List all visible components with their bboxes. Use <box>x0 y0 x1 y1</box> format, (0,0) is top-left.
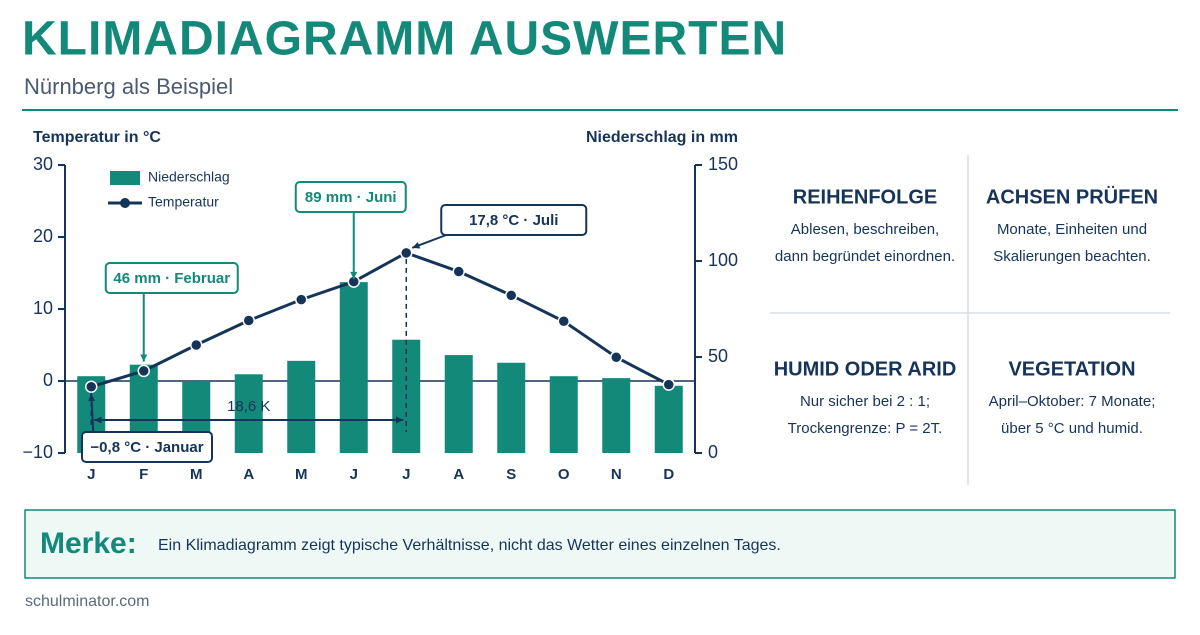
x-tick-label: O <box>558 466 570 483</box>
y-tick-label: 0 <box>43 370 53 390</box>
arrow-head <box>140 354 148 362</box>
y-tick-label: 10 <box>33 298 53 318</box>
x-tick-label: D <box>663 466 674 483</box>
card-text: Monate, Einheiten und <box>997 221 1147 238</box>
bar <box>287 360 316 453</box>
card-title: HUMID ODER ARID <box>774 358 957 380</box>
annotation-box <box>440 204 588 236</box>
x-tick-label: J <box>402 466 410 483</box>
y-tick-label: 20 <box>33 226 53 246</box>
y2-tick-label: 50 <box>708 346 728 366</box>
y-tick-label: −10 <box>22 442 53 462</box>
temperature-line <box>90 251 670 389</box>
card-text: Trockengrenze: P = 2T. <box>788 420 943 437</box>
x-tick-label: J <box>87 466 95 483</box>
legend-label: Temperatur <box>148 194 219 210</box>
temperature-point <box>190 338 203 352</box>
x-tick-label: M <box>190 466 203 483</box>
x-tick-label: S <box>506 466 516 483</box>
temperature-point <box>610 350 623 364</box>
span-label: 18,6 K <box>227 398 270 415</box>
card-title: REIHENFOLGE <box>793 186 937 208</box>
note-text: Ein Klimadiagramm zeigt typische Verhält… <box>158 537 781 554</box>
y2-tick-label: 0 <box>708 442 718 462</box>
legend-swatch <box>110 171 140 185</box>
x-tick-label: A <box>453 466 464 483</box>
bar <box>602 378 631 453</box>
bar <box>339 282 368 453</box>
card-text: April–Oktober: 7 Monate; <box>989 393 1156 410</box>
bar <box>497 362 526 453</box>
subtitle: Nürnberg als Beispiel <box>24 74 233 99</box>
card-title: ACHSEN PRÜFEN <box>986 185 1158 208</box>
x-tick-label: F <box>139 466 148 483</box>
note-box <box>24 509 1176 579</box>
y-tick-label: 30 <box>33 154 53 174</box>
annotation-box <box>294 181 407 213</box>
card-title: VEGETATION <box>1008 358 1135 380</box>
arrow-head <box>396 416 404 424</box>
y-axis-title: Temperatur in °C <box>33 129 161 146</box>
card-text: Skalierungen beachten. <box>993 248 1151 265</box>
temperature-point <box>505 289 518 302</box>
temperature-point <box>452 265 465 278</box>
annotation-text: 46 mm · Februar <box>113 270 230 287</box>
x-tick-label: M <box>295 466 308 483</box>
annotation-text: −0,8 °C · Januar <box>90 439 203 456</box>
temperature-point <box>400 246 413 260</box>
temperature-point <box>137 364 150 378</box>
bar <box>234 374 263 453</box>
card-text: Nur sicher bei 2 : 1; <box>800 393 930 410</box>
x-tick-label: N <box>611 466 622 483</box>
footer: schulminator.com <box>25 593 150 610</box>
annotation-box <box>81 431 213 463</box>
temperature-point <box>85 380 98 394</box>
y2-tick-label: 100 <box>708 250 738 270</box>
temperature-point <box>242 314 255 327</box>
y2-tick-label: 150 <box>708 154 738 174</box>
bar <box>549 376 578 453</box>
x-tick-label: A <box>243 466 254 483</box>
legend-swatch <box>120 198 130 208</box>
x-tick-label: J <box>350 466 358 483</box>
annotation-text: 89 mm · Juni <box>305 189 397 206</box>
bar <box>654 385 683 453</box>
y2-axis-title: Niederschlag in mm <box>586 129 738 146</box>
title: KLIMADIAGRAMM AUSWERTEN <box>22 13 787 66</box>
temperature-point <box>295 293 308 306</box>
note-label: Merke: <box>40 527 137 560</box>
legend-label: Niederschlag <box>148 169 230 185</box>
arrow-head <box>94 416 102 424</box>
card-text: über 5 °C und humid. <box>1001 420 1143 437</box>
bar <box>444 355 473 453</box>
temperature-point <box>662 378 675 391</box>
card-text: dann begründet einordnen. <box>775 248 955 265</box>
card-text: Ablesen, beschreiben, <box>791 221 939 238</box>
temperature-point <box>557 314 570 328</box>
arrow-head <box>412 242 421 249</box>
annotation-text: 17,8 °C · Juli <box>469 212 558 229</box>
arrow-head <box>350 271 358 280</box>
annotation-box <box>104 262 239 294</box>
